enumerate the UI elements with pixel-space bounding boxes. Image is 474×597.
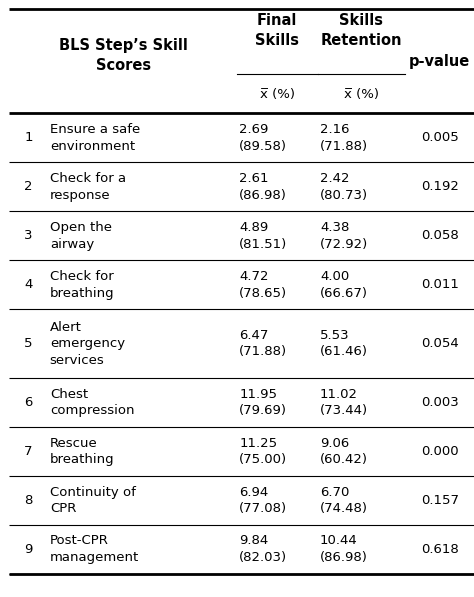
Text: Alert
emergency
services: Alert emergency services [50, 321, 125, 367]
Text: BLS Step’s Skill
Scores: BLS Step’s Skill Scores [59, 38, 188, 73]
Text: 6.94
(77.08): 6.94 (77.08) [239, 485, 288, 515]
Text: 2.69
(89.58): 2.69 (89.58) [239, 123, 287, 153]
Text: 2.61
(86.98): 2.61 (86.98) [239, 172, 287, 202]
Text: 5.53
(61.46): 5.53 (61.46) [320, 329, 368, 358]
Text: 0.011: 0.011 [421, 278, 458, 291]
Text: Open the
airway: Open the airway [50, 221, 112, 251]
Text: 11.95
(79.69): 11.95 (79.69) [239, 387, 287, 417]
Text: Chest
compression: Chest compression [50, 387, 134, 417]
Text: Continuity of
CPR: Continuity of CPR [50, 485, 136, 515]
Text: 4: 4 [24, 278, 33, 291]
Text: 11.02
(73.44): 11.02 (73.44) [320, 387, 368, 417]
Text: 4.72
(78.65): 4.72 (78.65) [239, 270, 288, 300]
Text: 5: 5 [24, 337, 33, 350]
Text: 0.058: 0.058 [421, 229, 458, 242]
Text: 9: 9 [24, 543, 33, 556]
Text: 0.157: 0.157 [420, 494, 459, 507]
Text: 6.70
(74.48): 6.70 (74.48) [320, 485, 368, 515]
Text: Final
Skills: Final Skills [255, 13, 299, 48]
Text: Post-CPR
management: Post-CPR management [50, 534, 139, 564]
Text: 6.47
(71.88): 6.47 (71.88) [239, 329, 288, 358]
Text: x̅ (%): x̅ (%) [344, 88, 379, 101]
Text: 2.42
(80.73): 2.42 (80.73) [320, 172, 368, 202]
Text: x̅ (%): x̅ (%) [260, 88, 295, 101]
Text: 0.005: 0.005 [421, 131, 458, 144]
Text: 4.89
(81.51): 4.89 (81.51) [239, 221, 288, 251]
Text: 7: 7 [24, 445, 33, 458]
Text: 3: 3 [24, 229, 33, 242]
Text: 10.44
(86.98): 10.44 (86.98) [320, 534, 368, 564]
Text: p-value: p-value [409, 54, 470, 69]
Text: 1: 1 [24, 131, 33, 144]
Text: 6: 6 [24, 396, 33, 409]
Text: Check for a
response: Check for a response [50, 172, 126, 202]
Text: 0.618: 0.618 [421, 543, 458, 556]
Text: 2: 2 [24, 180, 33, 193]
Text: 9.84
(82.03): 9.84 (82.03) [239, 534, 288, 564]
Text: 0.000: 0.000 [421, 445, 458, 458]
Text: Skills
Retention: Skills Retention [321, 13, 402, 48]
Text: Check for
breathing: Check for breathing [50, 270, 114, 300]
Text: 4.38
(72.92): 4.38 (72.92) [320, 221, 368, 251]
Text: 9.06
(60.42): 9.06 (60.42) [320, 436, 368, 466]
Text: 4.00
(66.67): 4.00 (66.67) [320, 270, 368, 300]
Text: Rescue
breathing: Rescue breathing [50, 436, 114, 466]
Text: 0.003: 0.003 [421, 396, 458, 409]
Text: 11.25
(75.00): 11.25 (75.00) [239, 436, 288, 466]
Text: 0.054: 0.054 [421, 337, 458, 350]
Text: 0.192: 0.192 [421, 180, 458, 193]
Text: 2.16
(71.88): 2.16 (71.88) [320, 123, 368, 153]
Text: 8: 8 [24, 494, 33, 507]
Text: Ensure a safe
environment: Ensure a safe environment [50, 123, 140, 153]
